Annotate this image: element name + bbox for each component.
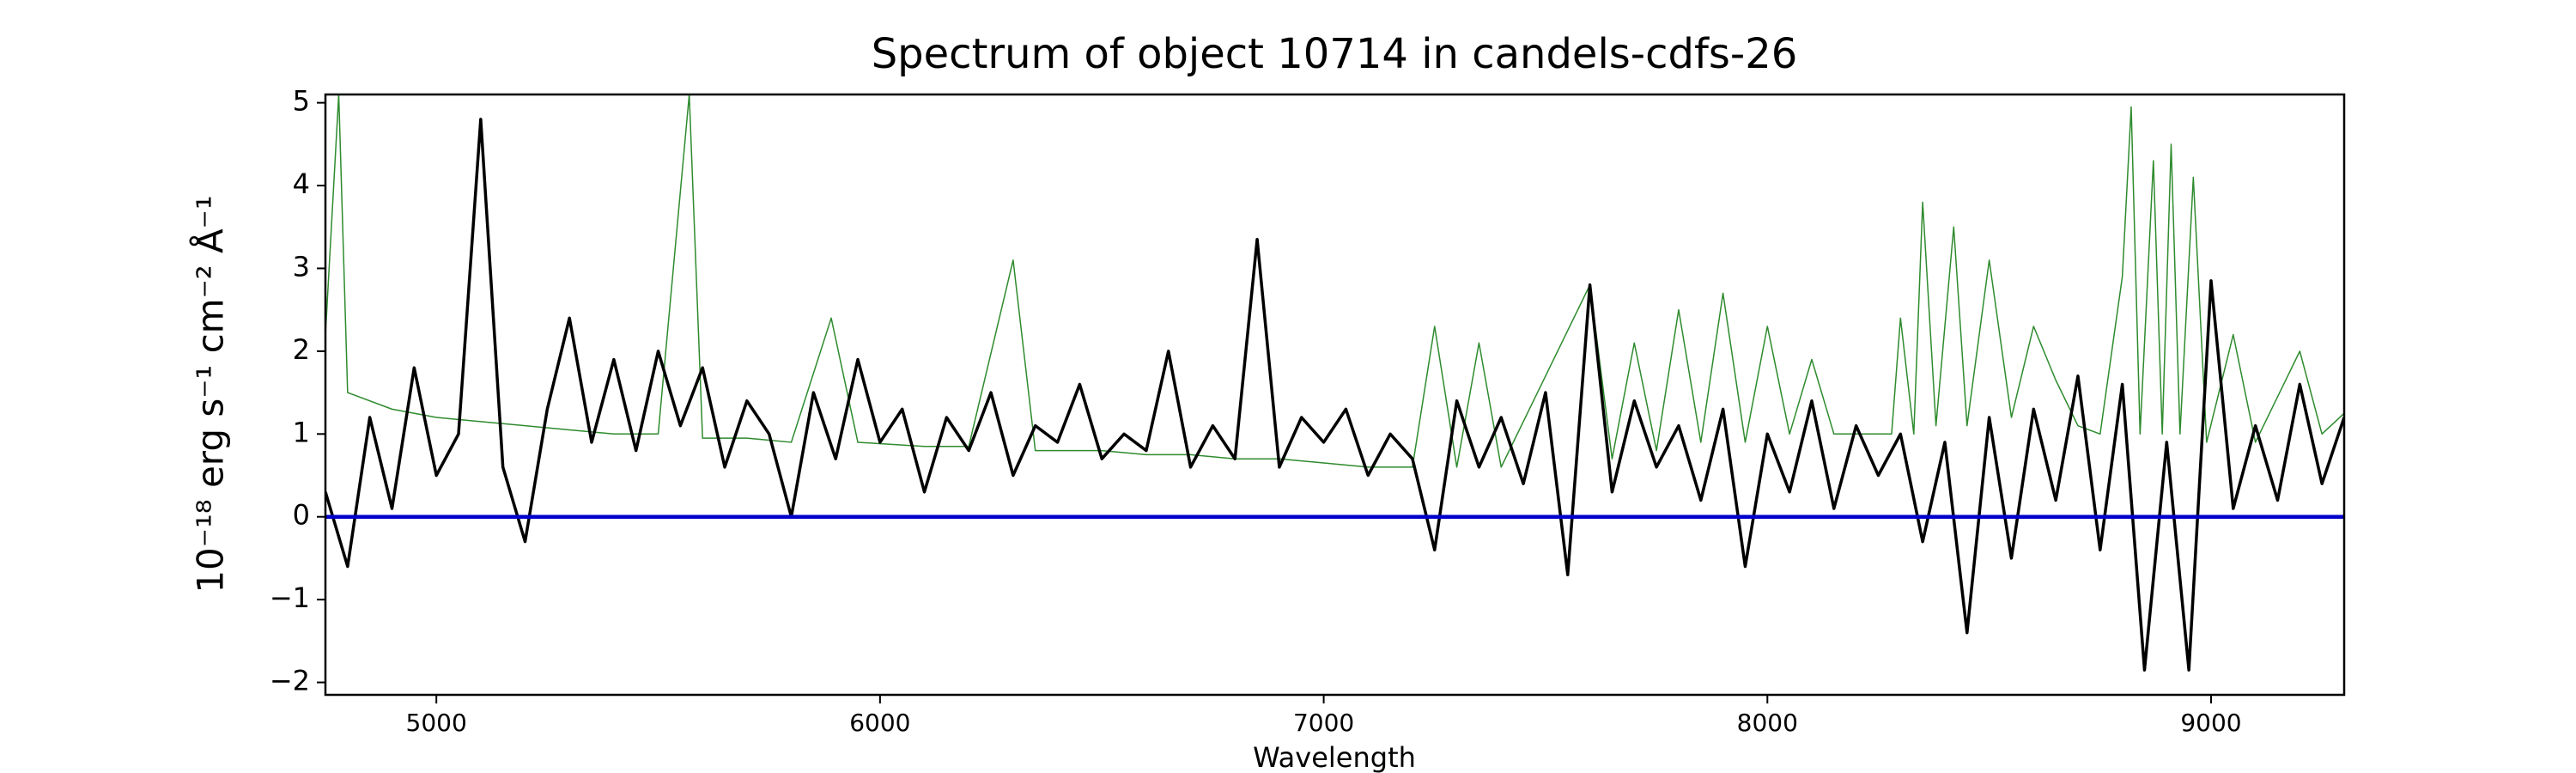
x-tick-label: 9000 (2180, 709, 2241, 737)
chart-title: Spectrum of object 10714 in candels-cdfs… (872, 30, 1798, 78)
x-axis-label: Wavelength (1253, 741, 1416, 773)
spectrum-line (325, 94, 2344, 468)
spectrum-line (325, 118, 2344, 672)
x-tick-label: 8000 (1737, 709, 1798, 737)
axes-frame (324, 93, 2346, 697)
x-tick-label: 7000 (1293, 709, 1354, 737)
y-tick-label: 2 (293, 333, 310, 366)
y-axis-label: 10⁻¹⁸ erg s⁻¹ cm⁻² Å⁻¹ (189, 195, 232, 593)
x-tick-label: 5000 (406, 709, 467, 737)
y-tick-label: −1 (270, 581, 310, 614)
y-tick-label: −2 (270, 665, 310, 697)
plot-area (325, 94, 2344, 672)
x-tick-label: 6000 (849, 709, 910, 737)
y-tick-label: 1 (293, 416, 310, 448)
y-tick-label: 4 (293, 167, 310, 200)
y-tick-label: 0 (293, 499, 310, 532)
y-tick-label: 3 (293, 250, 310, 283)
y-tick-label: 5 (293, 85, 310, 118)
